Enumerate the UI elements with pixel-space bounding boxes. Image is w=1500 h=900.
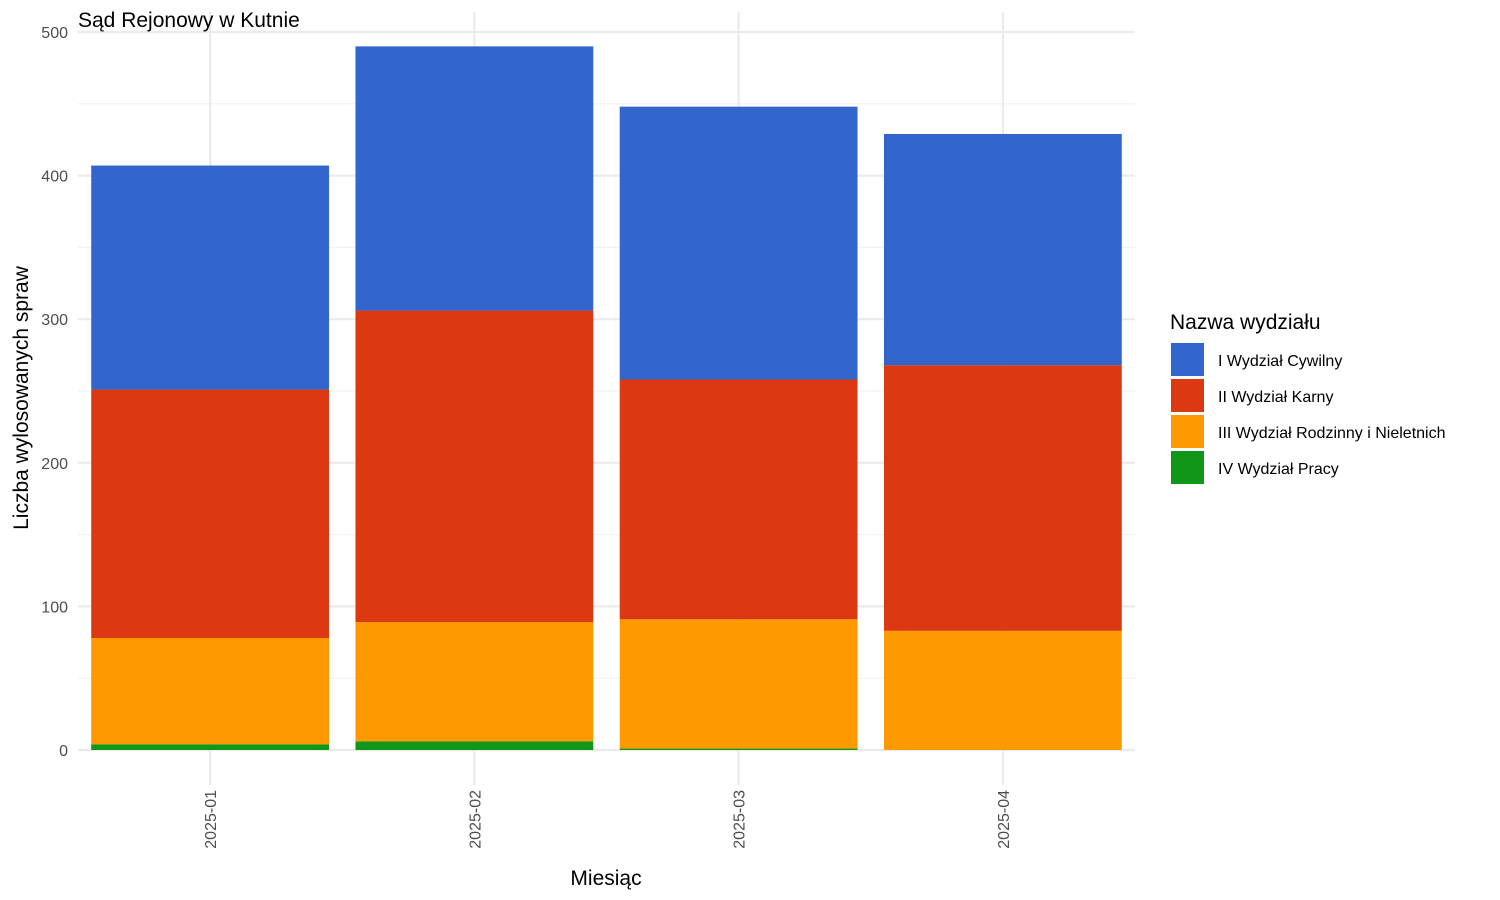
x-axis-title: Miesiąc [570,867,641,890]
legend-label: I Wydział Cywilny [1218,353,1342,370]
legend-swatch [1171,415,1204,448]
bar-segment [91,389,330,638]
legend-label: IV Wydział Pracy [1218,461,1339,478]
bar-segment [619,748,858,750]
x-tick-label: 2025-01 [203,790,220,849]
legend-swatch [1171,379,1204,412]
bar-segment [91,637,330,745]
bar-segment [883,630,1122,750]
x-axis-ticks: 2025-01 2025-02 2025-03 2025-04 [203,790,1013,849]
legend: Nazwa wydziału I Wydział Cywilny II Wydzi… [1170,311,1446,484]
y-axis-ticks: 0 100 200 300 400 500 [41,25,68,760]
y-axis-title: Liczba wylosowanych spraw [10,265,33,530]
bar-segment [619,619,858,749]
legend-swatch [1171,451,1204,484]
bar-segment [619,379,858,620]
chart-title: Sąd Rejonowy w Kutnie [78,9,300,32]
bar-segment [355,741,594,750]
legend-label: II Wydział Karny [1218,389,1333,406]
bar-segment [883,365,1122,631]
bar-segment [355,622,594,742]
x-tick-label: 2025-04 [996,790,1013,849]
y-tick-label: 200 [41,456,68,473]
bar-segment [355,46,594,311]
y-tick-label: 400 [41,169,68,186]
legend-title: Nazwa wydziału [1170,311,1321,334]
y-tick-label: 0 [59,743,68,760]
legend-label: III Wydział Rodzinny i Nieletnich [1218,425,1446,442]
bar-segment [91,165,330,390]
x-tick-label: 2025-03 [732,790,749,849]
bar-segment [619,106,858,380]
bar-segment [883,133,1122,366]
x-tick-label: 2025-02 [467,790,484,849]
bar-segment [91,744,330,750]
y-tick-label: 500 [41,25,68,42]
bar-segment [355,310,594,623]
y-tick-label: 100 [41,599,68,616]
bars [91,46,1122,750]
y-tick-label: 300 [41,312,68,329]
legend-swatch [1171,343,1204,376]
